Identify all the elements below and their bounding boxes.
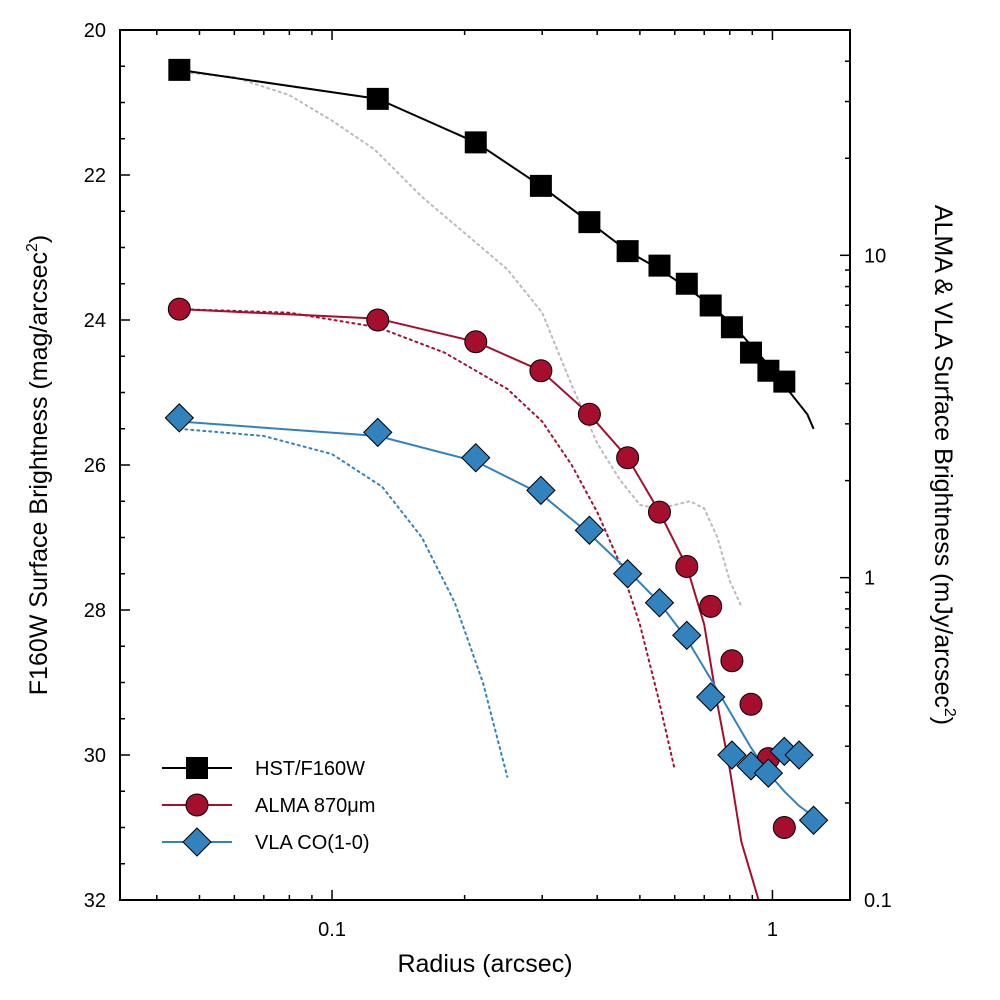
hst-model-curve	[178, 71, 743, 608]
y-left-tick-label: 20	[84, 20, 106, 42]
vla-data-point	[164, 403, 195, 433]
alma-data-point	[167, 297, 191, 321]
hst-data-point	[464, 131, 487, 154]
vla-data-point	[612, 559, 643, 589]
alma-data-point	[739, 692, 763, 716]
alma-data-point	[647, 500, 671, 524]
alma-data-point	[529, 359, 553, 383]
y-left-tick-label: 26	[84, 455, 106, 477]
hst-data-point	[720, 316, 743, 339]
legend-marker-alma	[185, 793, 209, 817]
axis-ticks: 0.1 1 20 22 24 26 28 30 32 0.1 1 10	[84, 20, 892, 941]
vla-data-point	[461, 443, 491, 473]
vla-data-point	[753, 758, 784, 788]
vla-model-curve	[178, 427, 509, 778]
alma-data-point	[366, 308, 390, 332]
hst-data-point	[773, 370, 796, 393]
y-axis-right-title: ALMA & VLA Surface Brightness (mJy/arcse…	[929, 205, 958, 725]
hst-data-point	[366, 87, 389, 110]
legend-label-vla: VLA CO(1-0)	[255, 832, 369, 854]
legend-marker-vla	[182, 827, 212, 857]
data-markers	[164, 58, 829, 839]
hst-data-point	[675, 272, 698, 295]
hst-data-point	[616, 240, 639, 263]
vla-data-point	[644, 588, 675, 618]
vla-data-point	[784, 740, 814, 770]
legend-label-hst: HST/F160W	[255, 758, 365, 780]
hst-data-point	[168, 58, 191, 81]
hst-fit-line	[179, 68, 815, 430]
vla-data-point	[798, 805, 829, 835]
hst-data-point	[699, 294, 722, 317]
alma-data-point	[720, 649, 744, 673]
legend-label-alma: ALMA 870μm	[255, 795, 375, 817]
vla-data-point	[672, 620, 702, 651]
vla-data-point	[695, 682, 726, 712]
y-left-tick-label: 22	[84, 165, 106, 187]
y-left-tick-label: 28	[84, 600, 106, 622]
alma-data-point	[675, 555, 699, 578]
y-left-tick-label: 32	[84, 890, 106, 912]
legend-marker-hst	[186, 757, 208, 779]
model-curves	[178, 71, 743, 778]
x-axis-title: Radius (arcsec)	[397, 950, 572, 978]
vla-data-point	[717, 740, 747, 770]
y-right-tick-label: 1	[864, 568, 875, 590]
y-right-tick-label: 10	[864, 245, 886, 267]
hst-data-point	[578, 211, 601, 234]
x-tick-label: 0.1	[318, 919, 346, 941]
alma-data-point	[464, 330, 488, 354]
alma-data-point	[699, 594, 723, 618]
y-left-tick-label: 24	[84, 310, 106, 332]
y-left-tick-label: 30	[84, 745, 106, 767]
hst-data-point	[648, 254, 671, 277]
alma-model-curve	[178, 308, 676, 771]
legend: HST/F160W ALMA 870μm VLA CO(1-0)	[162, 757, 375, 857]
alma-data-point	[772, 816, 796, 839]
vla-data-point	[574, 515, 605, 545]
hst-data-point	[740, 341, 763, 364]
alma-data-point	[616, 446, 640, 470]
vla-data-point	[363, 417, 393, 448]
y-axis-left-title: F160W Surface Brightness (mag/arcsec2)	[24, 235, 53, 695]
vla-data-point	[526, 475, 556, 506]
hst-data-point	[529, 174, 552, 197]
x-tick-label: 1	[767, 919, 778, 941]
y-right-tick-label: 0.1	[864, 890, 892, 912]
alma-data-point	[577, 402, 601, 426]
